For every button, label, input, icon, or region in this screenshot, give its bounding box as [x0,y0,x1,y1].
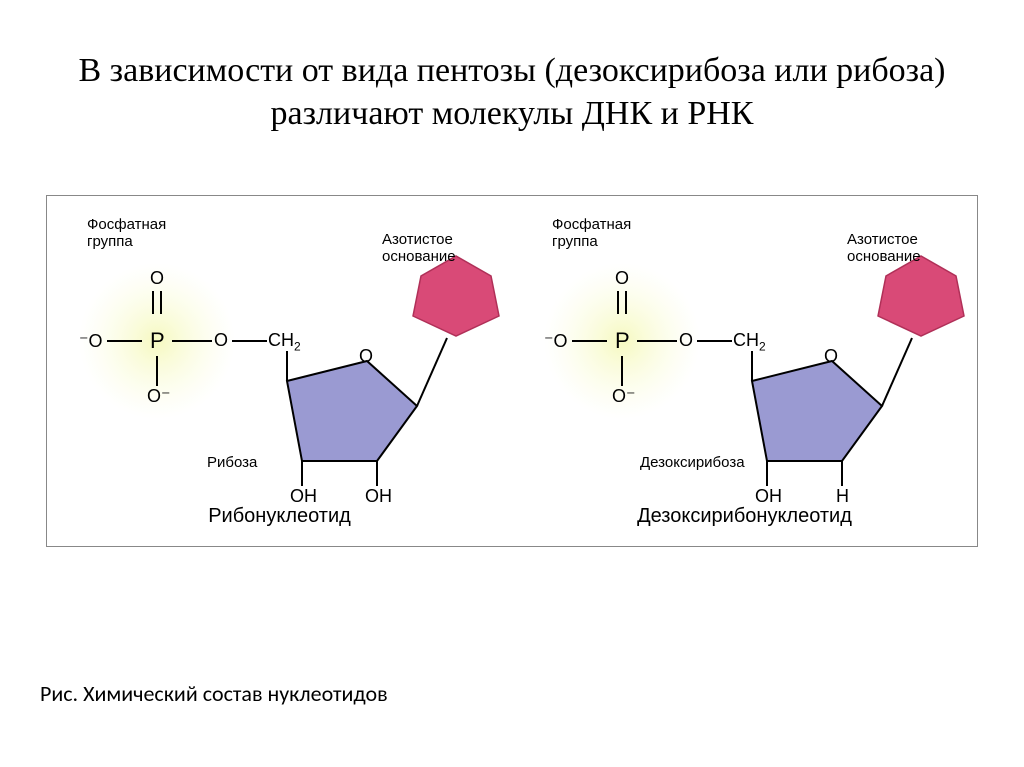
glycosidic-bond [417,338,447,406]
atom-ring-o: O [824,346,838,367]
base-label: Азотистое основание [847,231,921,266]
atom-ch2: CH2 [733,330,766,354]
figure-caption: Рис. Химический состав нуклеотидов [40,680,388,707]
nucleotide-name-right: Дезоксирибонуклеотид [512,505,977,528]
atom-c2-left: OH [365,486,392,507]
atom-o-double: O [615,268,629,289]
ch2-sub: 2 [759,340,766,354]
sugar-pentagon [752,361,882,461]
glycosidic-bond [882,338,912,406]
atom-p: P [150,328,165,354]
ch2-sub: 2 [294,340,301,354]
ribonucleotide-panel: Фосфатная группа Азотистое основание Риб… [47,196,512,546]
base-hexagon [878,256,964,336]
phosphate-label: Фосфатная группа [87,216,166,251]
sugar-pentagon [287,361,417,461]
phosphate-label: Фосфатная группа [552,216,631,251]
base-hexagon [413,256,499,336]
atom-o-bridge: O [214,330,228,351]
ch2-text: CH [268,330,294,350]
atom-o-bridge: O [679,330,693,351]
atom-c3-oh: OH [755,486,782,507]
atom-o-bot: O⁻ [147,386,171,407]
slide: В зависимости от вида пентозы (дезоксири… [0,0,1024,767]
slide-title: В зависимости от вида пентозы (дезоксири… [50,50,974,135]
atom-o-left: ⁻O [544,331,568,352]
ch2-text: CH [733,330,759,350]
atom-o-double: O [150,268,164,289]
atom-c3-oh: OH [290,486,317,507]
base-label: Азотистое основание [382,231,456,266]
atom-ch2: CH2 [268,330,301,354]
atom-o-bot: O⁻ [612,386,636,407]
sugar-label-left: Рибоза [207,454,257,471]
sugar-label-right: Дезоксирибоза [640,454,745,471]
atom-o-left: ⁻O [79,331,103,352]
nucleotide-name-left: Рибонуклеотид [47,505,512,528]
atom-c2-right: H [836,486,849,507]
atom-ring-o: O [359,346,373,367]
figure-box: Фосфатная группа Азотистое основание Риб… [46,195,978,547]
atom-p: P [615,328,630,354]
deoxyribonucleotide-panel: Фосфатная группа Азотистое основание Дез… [512,196,977,546]
